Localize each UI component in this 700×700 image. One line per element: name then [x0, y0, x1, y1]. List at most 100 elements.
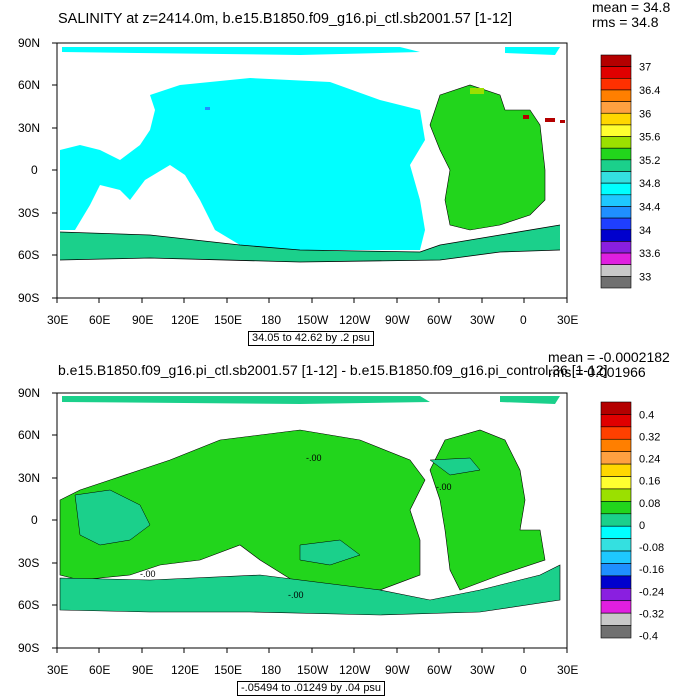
top-x-tick-label: 90W: [385, 313, 410, 327]
top-colorbar-label: 35.2: [639, 155, 660, 167]
top-contour-range: 34.05 to 42.62 by .2 psu: [248, 331, 375, 346]
top-colorbar-swatch: [600, 171, 632, 184]
bottom-colorbar-label: 0: [639, 520, 645, 532]
bottom-y-tick-label: 30N: [18, 471, 41, 485]
top-colorbar-swatch: [600, 252, 632, 266]
top-x-tick-label: 0: [520, 313, 527, 327]
top-y-tick-label: 90S: [18, 291, 40, 305]
bottom-colorbar-label: 0.4: [639, 409, 654, 421]
bottom-colorbar-swatch: [600, 588, 632, 602]
top-colorbar-swatch: [600, 206, 632, 219]
bottom-colorbar-swatch: [600, 625, 632, 639]
top-x-tick-label: 60E: [89, 313, 111, 327]
bottom-colorbar-label: 0.24: [639, 454, 660, 466]
bottom-y-tick-label: 60N: [18, 428, 41, 442]
bottom-contour-label: -.00: [288, 590, 304, 600]
top-colorbar-swatch: [600, 112, 632, 126]
top-x-tick-label: 150W: [297, 313, 329, 327]
top-high-salinity-spot: [560, 120, 565, 123]
top-colorbar-label: 34.4: [639, 201, 660, 213]
top-colorbar-swatch: [600, 159, 632, 172]
top-colorbar-swatch: [600, 124, 632, 137]
bottom-x-tick-label: 30E: [47, 663, 69, 677]
top-panel-title: SALINITY at z=2414.0m, b.e15.B1850.f09_g…: [58, 11, 512, 27]
top-arctic-region-east: [505, 47, 560, 55]
top-y-tick-label: 60S: [18, 248, 40, 262]
top-colorbar-label: 35.6: [639, 132, 660, 144]
top-colorbar-swatch: [600, 194, 632, 207]
top-high-salinity-spot: [523, 115, 529, 119]
bottom-y-tick-label: 90S: [18, 641, 40, 655]
bottom-colorbar-swatch: [600, 463, 632, 477]
top-x-tick-label: 180: [261, 313, 282, 327]
top-y-tick-label: 30S: [18, 206, 40, 220]
top-colorbar-label: 36.4: [639, 85, 660, 97]
bottom-map: -.00 -.00 -.00 -.00: [56, 392, 568, 649]
top-colorbar-label: 33.6: [639, 248, 660, 260]
bottom-contour-label: -.00: [306, 453, 322, 463]
bottom-atlantic-pocket: [429, 457, 481, 476]
bottom-colorbar-swatch: [600, 525, 632, 539]
top-colorbar-swatch: [600, 229, 632, 242]
top-y-tick-label: 30N: [18, 121, 41, 135]
bottom-colorbar-swatch: [600, 476, 632, 490]
bottom-x-tick-label: 120W: [339, 663, 371, 677]
bottom-colorbar-label: -0.4: [639, 631, 658, 643]
top-colorbar-label: 34: [639, 225, 651, 237]
top-colorbar-swatch: [600, 89, 632, 102]
bottom-x-tick-label: 90W: [385, 663, 410, 677]
top-nordic-sea-spot: [470, 88, 484, 94]
top-x-tick-label: 30E: [557, 313, 579, 327]
top-southern-ocean-band: [60, 225, 560, 262]
bottom-x-tick-label: 180: [261, 663, 282, 677]
top-mean-stat: mean = 34.8: [592, 0, 671, 15]
top-y-tick-label: 90N: [18, 36, 41, 50]
top-colorbar-label: 36: [639, 108, 651, 120]
bottom-rms-stat: rms = 0.001966: [548, 364, 646, 380]
bottom-colorbar-label: -0.24: [639, 586, 664, 598]
bottom-colorbar-label: -0.16: [639, 564, 664, 576]
bottom-x-tick-label: 60E: [89, 663, 111, 677]
top-y-tick-label: 60N: [18, 78, 41, 92]
bottom-colorbar: 0.4 0.32 0.24 0.16 0.08 0 -0.08 -0.16 -0.24 -0.32…: [600, 401, 664, 643]
bottom-x-tick-label: 150W: [297, 663, 329, 677]
top-x-tick-label: 30E: [47, 313, 69, 327]
top-colorbar-swatch: [600, 182, 632, 196]
bottom-colorbar-swatch: [600, 513, 632, 527]
bottom-colorbar-swatch: [600, 426, 632, 440]
top-high-salinity-spot: [545, 118, 555, 122]
top-y-tick-label: 0: [31, 163, 38, 177]
bottom-colorbar-label: 0.08: [639, 498, 660, 510]
bottom-y-tick-label: 90N: [18, 386, 41, 400]
top-colorbar-swatch: [600, 66, 632, 79]
bottom-colorbar-swatch: [600, 575, 632, 589]
bottom-colorbar-swatch: [600, 451, 632, 465]
top-colorbar-swatch: [600, 136, 632, 149]
top-x-tick-label: 120W: [339, 313, 371, 327]
top-colorbar: 37 36.4 36 35.6 35.2 34.8 34.4 34 33.6 33: [600, 54, 660, 289]
top-pacific-indian-region: [60, 78, 425, 250]
bottom-x-tick-label: 90E: [132, 663, 154, 677]
bottom-colorbar-swatch: [600, 488, 632, 502]
top-colorbar-swatch: [600, 147, 632, 161]
bottom-x-tick-label: 30E: [557, 663, 579, 677]
bottom-pacific-pocket: [299, 539, 361, 566]
bottom-colorbar-swatch: [600, 438, 632, 452]
bottom-y-tick-label: 0: [31, 513, 38, 527]
bottom-x-tick-label: 0: [520, 663, 527, 677]
bottom-arctic-region-east: [500, 396, 560, 404]
top-colorbar-swatch: [600, 264, 632, 277]
bottom-y-tick-label: 60S: [18, 598, 40, 612]
top-x-tick-label: 120E: [171, 313, 200, 327]
top-x-tick-label: 30W: [470, 313, 495, 327]
bottom-colorbar-label: 0.16: [639, 476, 660, 488]
top-colorbar-label: 33: [639, 271, 651, 283]
top-rms-stat: rms = 34.8: [592, 14, 659, 30]
bottom-colorbar-swatch: [600, 612, 632, 626]
bottom-contour-range: -.05494 to .01249 by .04 psu: [237, 681, 386, 696]
bottom-southern-region: [59, 564, 561, 616]
bottom-colorbar-label: 0.32: [639, 432, 660, 444]
top-axis-ticks: [52, 42, 568, 303]
bottom-colorbar-swatch: [600, 550, 632, 564]
bottom-colorbar-label: -0.08: [639, 542, 664, 554]
